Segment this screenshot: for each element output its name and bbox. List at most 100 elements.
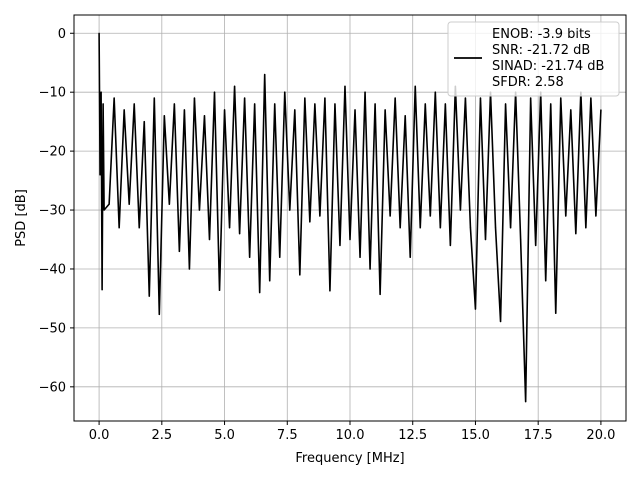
psd-data-point [228,227,231,229]
legend: ENOB: -3.9 bits SNR: -21.72 dB SINAD: -2… [447,21,620,97]
psd-data-point [530,97,532,99]
psd-data-point [319,215,321,217]
psd-data-point [128,203,130,205]
psd-data-point [163,115,165,117]
psd-data-point [101,288,103,291]
psd-data-point [525,400,527,403]
y-axis-label: PSD [dB] [14,189,29,247]
x-tick-label: 5.0 [214,428,235,443]
psd-data-point [148,295,150,297]
psd-data-point [484,238,487,241]
psd-data-point [364,91,366,93]
psd-data-point [239,233,241,235]
y-tick-label: −10 [39,86,66,101]
x-tick-label: 10.0 [336,428,365,443]
psd-data-point [183,109,185,111]
y-tick-label: 0 [58,27,66,42]
psd-data-point [535,244,537,247]
psd-data-point [444,103,446,105]
psd-data-point [504,103,507,105]
psd-data-point [329,290,331,292]
psd-data-point [203,115,206,117]
psd-data-point [218,289,221,291]
psd-data-point [414,85,416,87]
psd-data-point [590,97,592,99]
psd-data-point [555,312,557,314]
psd-data-point [379,293,381,295]
psd-data-point [509,227,512,229]
psd-data-point [108,203,110,205]
legend-sinad: SINAD: -21.74 dB [492,59,604,74]
psd-data-point [600,109,602,111]
x-tick-label: 17.5 [524,428,553,443]
psd-data-point [494,227,497,229]
psd-data-point [585,227,587,229]
psd-data-point [254,103,256,105]
psd-data-point [143,121,145,123]
psd-data-point [123,109,125,111]
y-tick-label: −60 [39,380,66,395]
psd-data-point [173,103,175,105]
psd-data-point [575,233,577,235]
psd-data-point [344,85,346,87]
psd-data-point [100,91,102,93]
x-tick-label: 20.0 [586,428,615,443]
psd-data-point [595,215,597,217]
psd-data-point [384,109,386,111]
psd-data-point [374,103,376,105]
psd-data-point [223,109,226,111]
psd-data-point [324,97,326,99]
x-tick-label: 0.0 [89,428,110,443]
psd-data-point [178,250,180,252]
series-group [98,32,602,403]
psd-data-point [394,97,396,99]
psd-data-point [464,97,467,99]
psd-data-point [118,227,120,229]
psd-data-point [479,97,482,99]
psd-data-point [309,221,311,223]
psd-data-point [249,256,251,258]
psd-data-point [334,103,336,105]
psd-data-point [434,91,436,93]
psd-data-point [404,115,406,117]
psd-data-point [419,227,421,229]
psd-data-point [429,215,431,217]
legend-enob: ENOB: -3.9 bits [492,27,591,42]
psd-data-point [102,103,104,105]
psd-data-point [244,97,246,99]
psd-data-point [424,103,426,105]
x-axis-label: Frequency [MHz] [295,451,404,466]
psd-data-point [314,103,316,105]
legend-box [447,21,620,97]
psd-data-point [339,244,341,247]
psd-data-point [565,215,567,217]
psd-data-point [193,97,196,99]
psd-data-point [304,97,306,99]
psd-data-point [520,238,522,241]
psd-data-point [474,308,477,310]
psd-data-point [299,274,301,276]
psd-data-point [133,103,135,105]
psd-data-point [284,91,286,93]
y-tick-label: −30 [39,204,66,219]
x-tick-label: 2.5 [151,428,172,443]
psd-data-point [198,209,201,211]
psd-data-point [560,97,562,99]
psd-data-point [389,215,391,217]
psd-data-point [409,256,411,258]
psd-data-point [259,291,261,294]
psd-data-point [289,209,291,211]
psd-data-point [208,238,211,241]
x-axis-ticks: 0.0 2.5 5.0 7.5 10.0 12.5 15.0 17.5 20.0 [89,421,615,443]
psd-data-point [264,73,266,76]
psd-data-point [294,109,296,111]
x-tick-label: 7.5 [277,428,298,443]
psd-data-point [279,256,281,258]
psd-data-point [369,268,371,270]
psd-data-point [153,97,155,99]
psd-data-point [213,91,216,93]
psd-data-point [439,227,441,229]
psd-data-point [233,85,236,87]
psd-data-point [354,109,356,111]
